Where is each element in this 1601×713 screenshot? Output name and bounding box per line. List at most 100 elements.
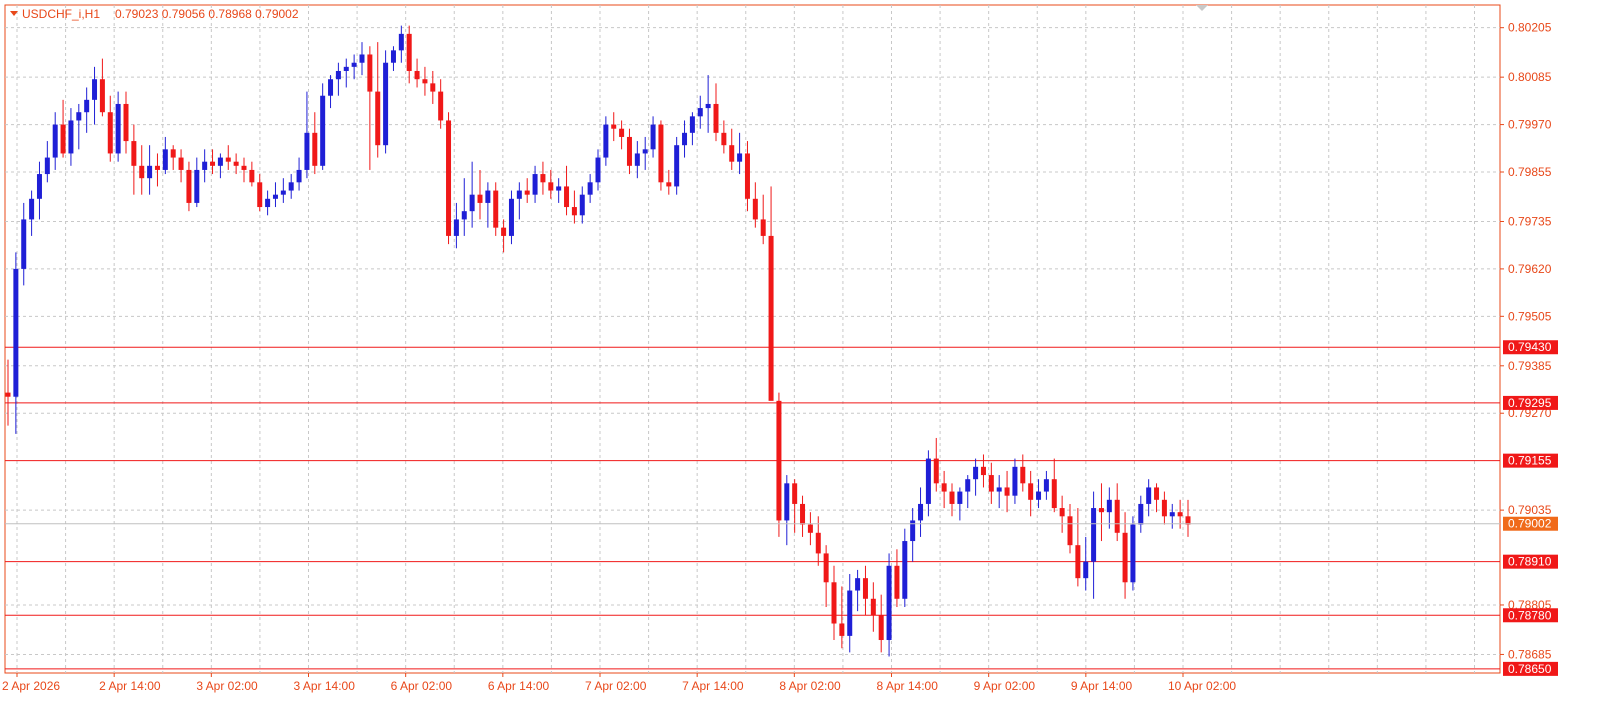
- candle: [36, 161, 42, 220]
- candle-body: [682, 132, 688, 146]
- candle-body: [697, 108, 703, 117]
- candle: [619, 120, 625, 150]
- candle: [5, 359, 11, 426]
- candle: [320, 83, 326, 170]
- candle-body: [461, 211, 467, 220]
- candle: [933, 437, 939, 492]
- candle-body: [516, 190, 522, 199]
- candle-body: [1012, 466, 1018, 496]
- horizontal-levels[interactable]: [5, 346, 1500, 670]
- candle: [894, 549, 900, 608]
- candle-body: [988, 475, 994, 492]
- candle: [170, 145, 176, 170]
- candle-body: [1059, 508, 1065, 517]
- y-tick-label: 0.79620: [1508, 262, 1552, 276]
- candle: [501, 219, 507, 253]
- candle-body: [744, 153, 750, 199]
- chart-shift-marker-icon[interactable]: [1196, 5, 1208, 11]
- candle: [406, 25, 412, 84]
- candle-body: [965, 479, 971, 492]
- candle: [288, 174, 294, 199]
- candle: [469, 161, 475, 228]
- candle: [265, 190, 271, 216]
- candle-body: [154, 165, 160, 170]
- candle-body: [713, 103, 719, 133]
- candle: [29, 190, 35, 236]
- candle-body: [367, 54, 373, 92]
- candle: [878, 594, 884, 653]
- candle-body: [847, 590, 853, 636]
- collapse-arrow-icon[interactable]: [10, 11, 18, 16]
- candle-body: [469, 194, 475, 212]
- x-tick-label: 9 Apr 14:00: [1071, 679, 1133, 693]
- candle-body: [870, 598, 876, 616]
- candle-body: [548, 182, 554, 191]
- y-tick-label: 0.80085: [1508, 70, 1552, 84]
- candle-body: [925, 458, 931, 504]
- ohlc-readout: 0.79023 0.79056 0.78968 0.79002: [115, 7, 299, 21]
- candle-body: [1028, 483, 1034, 500]
- level-price-label: 0.78780: [1508, 608, 1552, 622]
- candle-body: [147, 165, 153, 179]
- time-axis[interactable]: 2 Apr 2026 2 Apr 14:00 3 Apr 02:00 3 Apr 14…: [2, 673, 1236, 693]
- candle-body: [650, 124, 656, 150]
- candle-body: [249, 169, 255, 183]
- candle: [737, 132, 743, 175]
- candle: [1004, 470, 1010, 513]
- x-tick-label: 6 Apr 14:00: [488, 679, 550, 693]
- level-price-label: 0.78650: [1508, 662, 1552, 676]
- candle: [949, 483, 955, 517]
- candle: [925, 450, 931, 517]
- candle-body: [194, 169, 200, 203]
- candle: [233, 153, 239, 175]
- candle: [367, 46, 373, 170]
- candle: [642, 136, 648, 170]
- x-tick-label: 7 Apr 02:00: [585, 679, 647, 693]
- candle: [438, 79, 444, 129]
- candle: [186, 161, 192, 212]
- candle: [1051, 458, 1057, 513]
- candle: [1059, 495, 1065, 533]
- x-tick-label: 9 Apr 02:00: [974, 679, 1036, 693]
- candle-body: [1122, 532, 1128, 583]
- candle: [918, 487, 924, 537]
- candle: [328, 75, 334, 109]
- candle: [540, 161, 546, 195]
- candle-body: [328, 79, 334, 96]
- candle-body: [776, 400, 782, 521]
- candle-body: [571, 207, 577, 216]
- candle-body: [1075, 545, 1081, 579]
- candle: [776, 392, 782, 537]
- candle: [76, 103, 82, 150]
- candle-body: [823, 553, 829, 583]
- candle: [847, 574, 853, 653]
- candle: [249, 161, 255, 187]
- candle-body: [5, 392, 11, 397]
- candle-body: [1083, 561, 1089, 579]
- candle-body: [446, 120, 452, 236]
- candle: [1067, 503, 1073, 554]
- candle-body: [1091, 508, 1097, 562]
- level-price-label: 0.79295: [1508, 396, 1552, 410]
- candle: [886, 553, 892, 657]
- candle-body: [666, 182, 672, 187]
- level-price-label: 0.79430: [1508, 340, 1552, 354]
- candle-body: [689, 116, 695, 133]
- x-tick-label: 3 Apr 14:00: [294, 679, 356, 693]
- candle-body: [957, 491, 963, 504]
- candle-body: [674, 145, 680, 187]
- candle-body: [343, 66, 349, 71]
- candle-body: [792, 483, 798, 504]
- candle-body: [1177, 512, 1183, 517]
- candle-body: [1146, 487, 1152, 504]
- candle-body: [359, 54, 365, 63]
- candle-body: [642, 149, 648, 154]
- candle-body: [603, 124, 609, 158]
- candle-body: [980, 466, 986, 476]
- candle: [351, 54, 357, 80]
- y-tick-label: 0.78685: [1508, 647, 1552, 661]
- candle: [131, 124, 137, 195]
- candle-body: [855, 578, 861, 591]
- level-tags: 0.79430 0.79295 0.79155 0.78910 0.78780 0.786…: [1503, 340, 1558, 676]
